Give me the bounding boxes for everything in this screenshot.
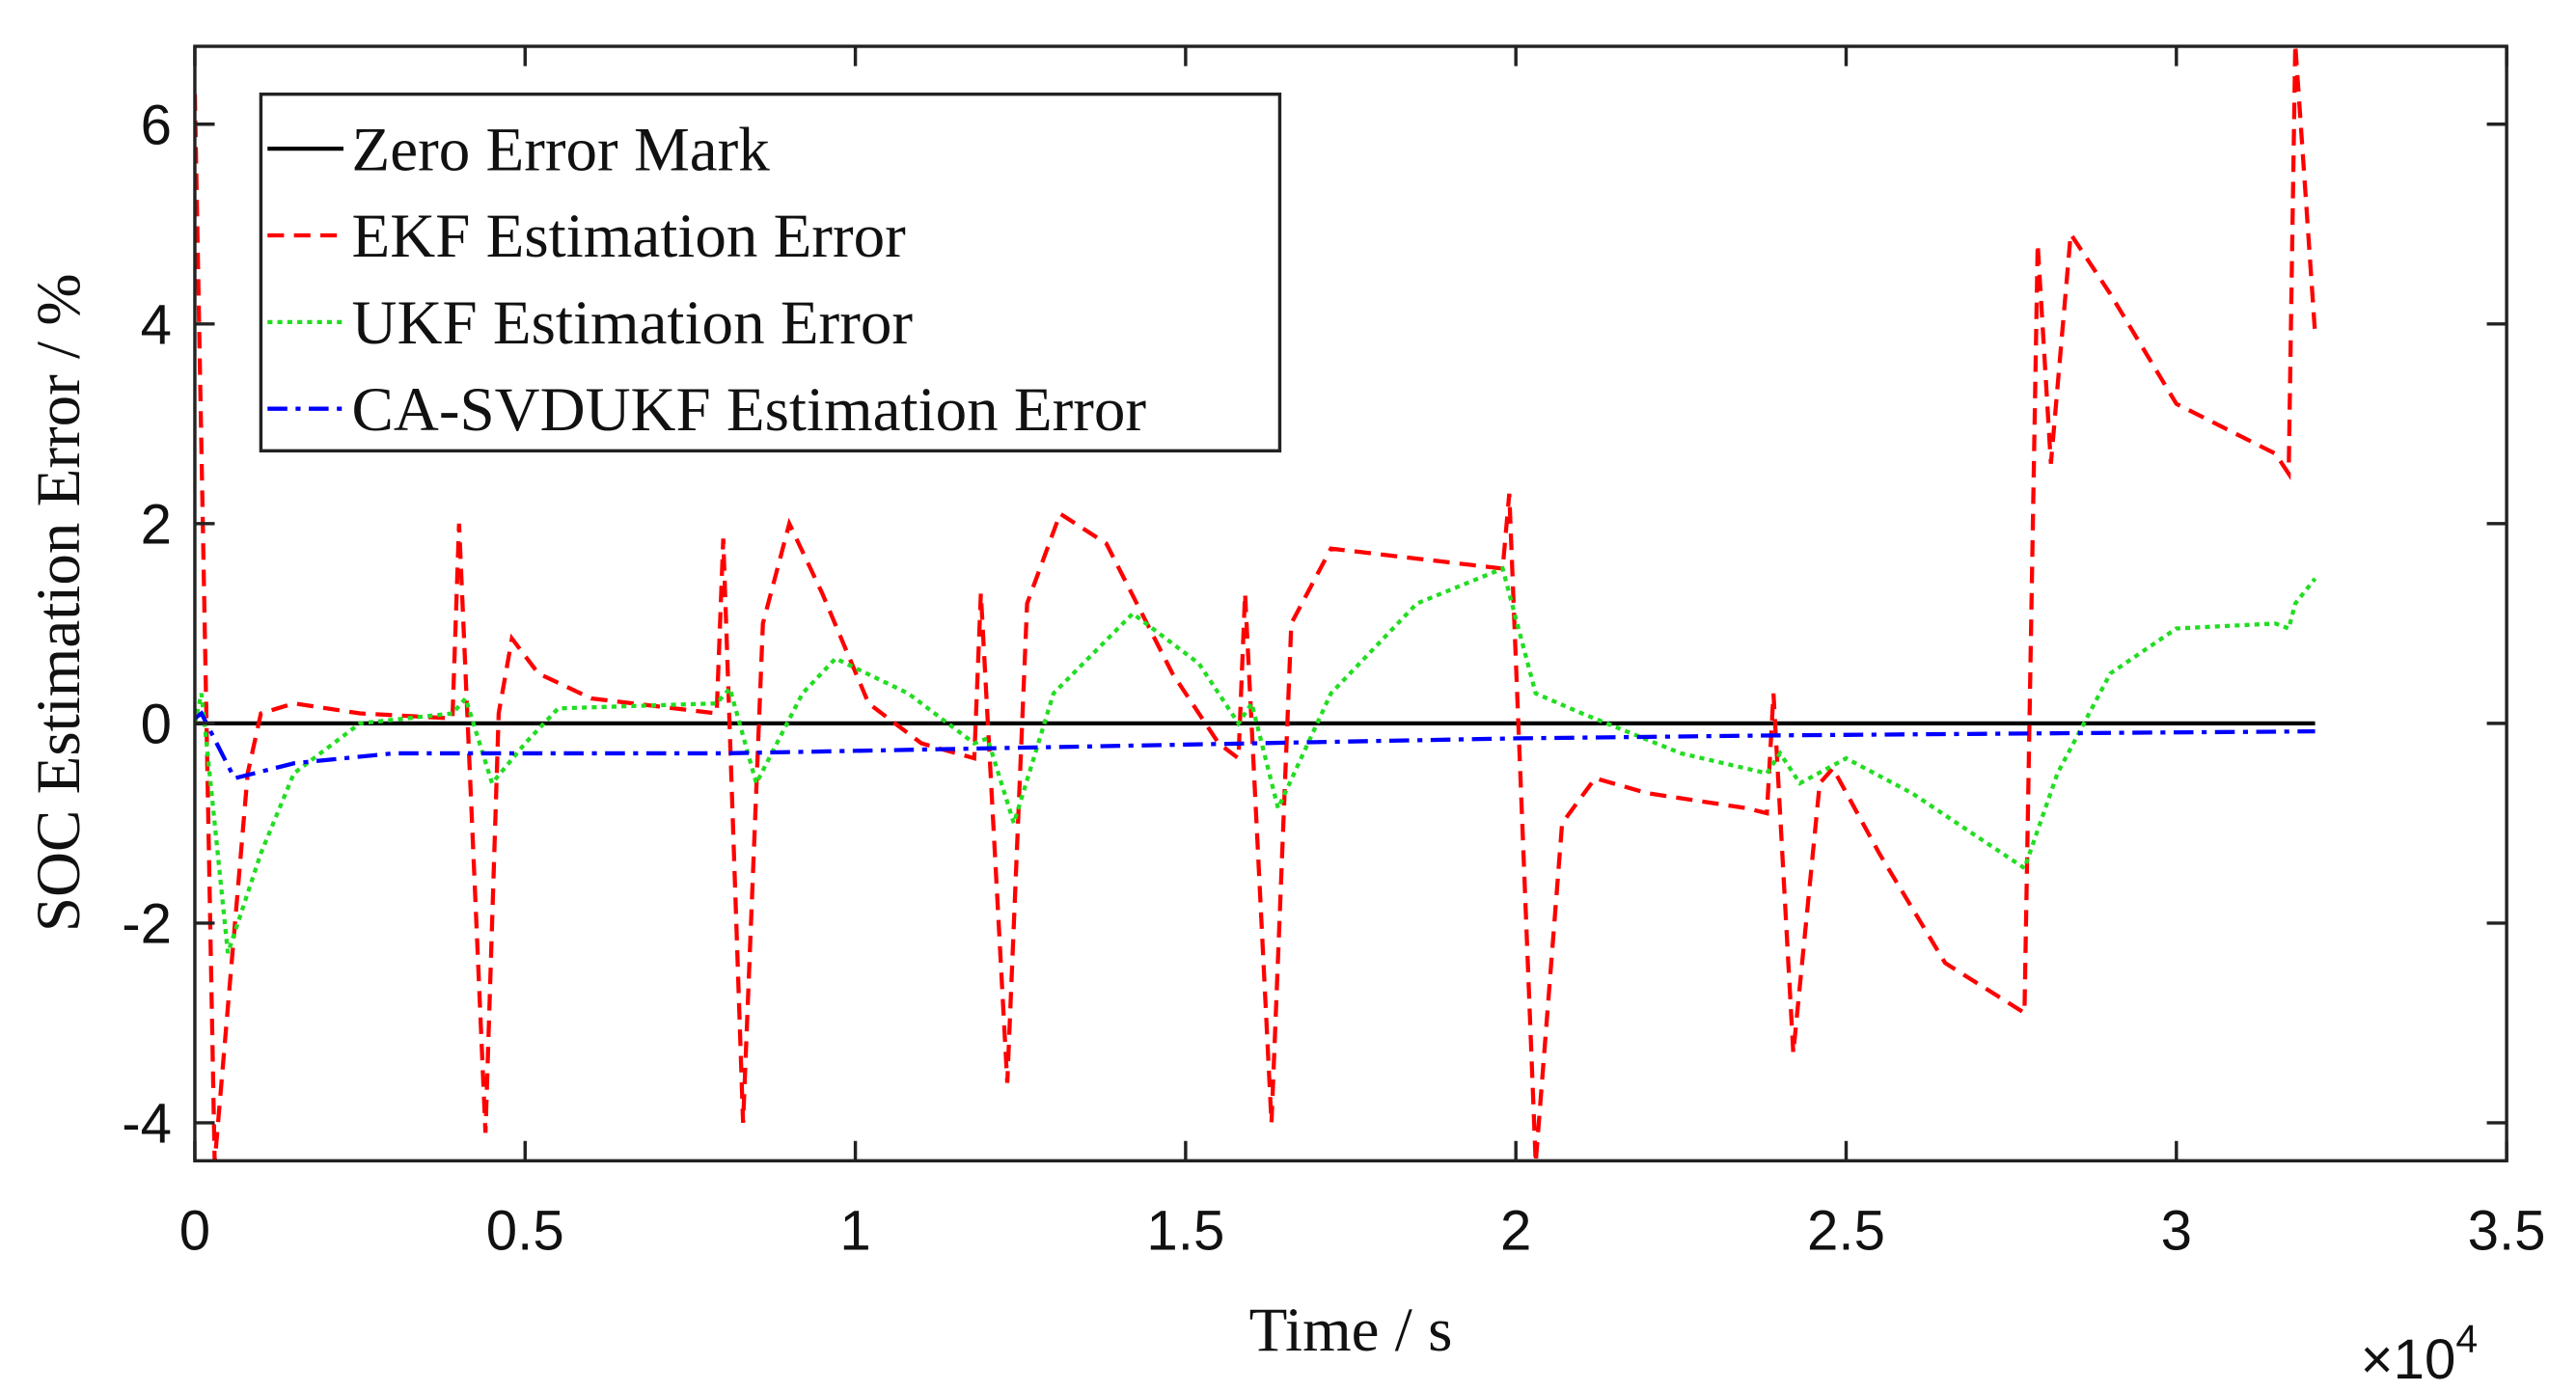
legend-box: [259, 92, 1282, 453]
y-tick-label: 4: [141, 293, 172, 356]
series-line: [194, 710, 2316, 781]
x-exponent: ×104: [2361, 1317, 2479, 1391]
y-tick-label: 6: [141, 94, 172, 156]
x-exponent-base: ×10: [2361, 1328, 2456, 1391]
x-tick-label: 1.5: [1146, 1200, 1224, 1263]
y-tick-label: -2: [122, 892, 172, 955]
x-tick-label: 0: [179, 1200, 210, 1263]
x-axis-label: Time / s: [1249, 1296, 1453, 1365]
x-tick-label: 2: [1500, 1200, 1531, 1263]
x-tick-label: 2.5: [1807, 1200, 1885, 1263]
y-axis-label: SOC Estimation Error / %: [24, 273, 94, 932]
x-tick-label: 3.5: [2468, 1200, 2546, 1263]
legend-label: EKF Estimation Error: [352, 202, 907, 271]
y-tick-label: 0: [141, 693, 172, 755]
legend-label: UKF Estimation Error: [352, 288, 914, 358]
x-tick-label: 0.5: [486, 1200, 564, 1263]
plot-area: [194, 46, 2317, 1161]
y-tick-label: 2: [141, 493, 172, 556]
legend: Zero Error Mark EKF Estimation Error UKF E…: [259, 92, 1282, 453]
x-tick-label: 3: [2161, 1200, 2192, 1263]
x-tick-label: 1: [839, 1200, 870, 1263]
axes-box: [193, 44, 2508, 1163]
y-tick-label: -4: [122, 1092, 172, 1155]
series-line: [194, 46, 2317, 1161]
legend-label: Zero Error Mark: [352, 115, 771, 184]
legend-label: CA-SVDUKF Estimation Error: [352, 375, 1147, 445]
x-exponent-power: 4: [2455, 1317, 2478, 1361]
